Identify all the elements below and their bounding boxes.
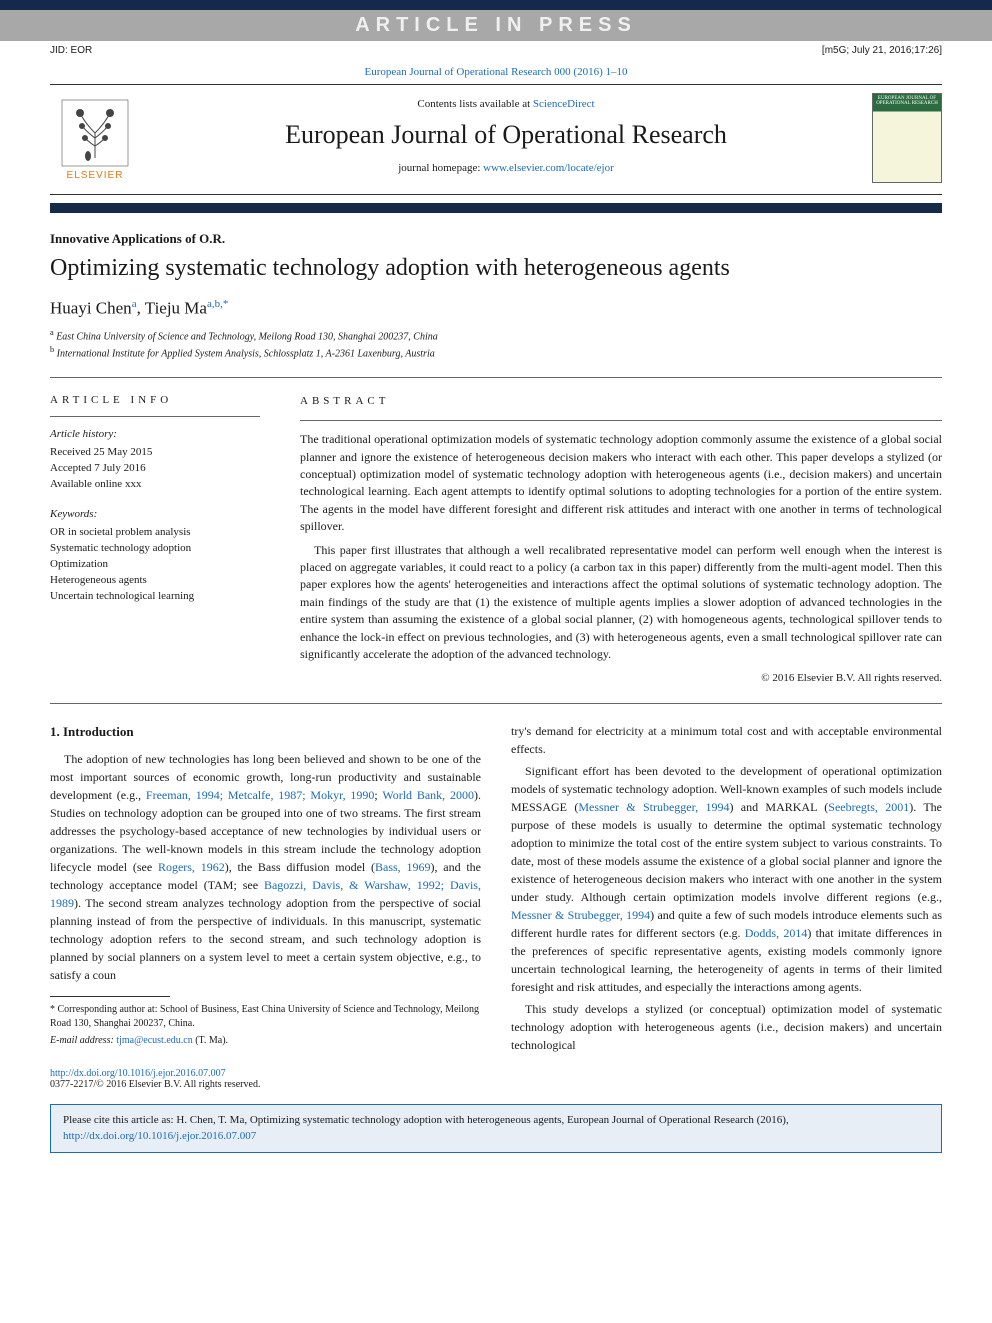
- author-2-sup[interactable]: a,b,*: [207, 298, 228, 310]
- homepage-prefix: journal homepage:: [398, 162, 483, 174]
- keywords-block: Keywords: OR in societal problem analysi…: [50, 507, 260, 605]
- email-suffix: (T. Ma).: [193, 1035, 228, 1046]
- doi-line2: 0377-2217/© 2016 Elsevier B.V. All right…: [50, 1079, 260, 1090]
- citation-box: Please cite this article as: H. Chen, T.…: [50, 1104, 942, 1153]
- paper-title: Optimizing systematic technology adoptio…: [50, 255, 942, 282]
- abstract-p2: This paper first illustrates that althou…: [300, 542, 942, 664]
- homepage-line: journal homepage: www.elsevier.com/locat…: [150, 162, 862, 174]
- t: ) and MARKAL (: [729, 800, 828, 814]
- divider-2: [50, 703, 942, 704]
- intro-p2: Significant effort has been devoted to t…: [511, 762, 942, 996]
- cite-messner-1[interactable]: Messner & Strubegger, 1994: [578, 800, 729, 814]
- article-body: Innovative Applications of O.R. Optimizi…: [0, 213, 992, 1058]
- article-info-column: ARTICLE INFO Article history: Received 2…: [50, 394, 260, 687]
- author-2: Tieju Ma: [145, 299, 207, 318]
- citebox-text: Please cite this article as: H. Chen, T.…: [63, 1114, 789, 1126]
- abstract-p1: The traditional operational optimization…: [300, 431, 942, 535]
- author-1: Huayi Chen: [50, 299, 132, 318]
- blue-band: [50, 203, 942, 213]
- elsevier-text: ELSEVIER: [55, 170, 135, 181]
- section-label: Innovative Applications of O.R.: [50, 231, 942, 247]
- affil-b: b International Institute for Applied Sy…: [50, 344, 942, 361]
- history-block: Article history: Received 25 May 2015 Ac…: [50, 427, 260, 493]
- info-head: ARTICLE INFO: [50, 394, 260, 406]
- meta-right: [m5G; July 21, 2016;17:26]: [822, 45, 942, 56]
- affiliations: a East China University of Science and T…: [50, 327, 942, 362]
- intro-p1-cont: try's demand for electricity at a minimu…: [511, 722, 942, 758]
- cite-bass[interactable]: Bass, 1969: [375, 860, 430, 874]
- email-line: E-mail address: tjma@ecust.edu.cn (T. Ma…: [50, 1034, 481, 1048]
- elsevier-tree-icon: [60, 98, 130, 168]
- intro-p1: The adoption of new technologies has lon…: [50, 750, 481, 984]
- email-link[interactable]: tjma@ecust.edu.cn: [116, 1035, 192, 1046]
- contents-prefix: Contents lists available at: [417, 98, 532, 110]
- corresponding-author: * Corresponding author at: School of Bus…: [50, 1003, 481, 1031]
- t: ), the Bass diffusion model (: [225, 860, 375, 874]
- cite-seebregts[interactable]: Seebregts, 2001: [828, 800, 909, 814]
- meta-row: JID: EOR [m5G; July 21, 2016;17:26]: [0, 41, 992, 60]
- email-label: E-mail address:: [50, 1035, 116, 1046]
- affil-b-text: International Institute for Applied Syst…: [57, 348, 435, 359]
- authors: Huayi Chena, Tieju Maa,b,*: [50, 298, 942, 319]
- cite-messner-2[interactable]: Messner & Strubegger, 1994: [511, 908, 650, 922]
- header-middle: Contents lists available at ScienceDirec…: [140, 93, 872, 186]
- contents-line: Contents lists available at ScienceDirec…: [150, 98, 862, 110]
- jid-label: JID: EOR: [50, 45, 92, 56]
- kw-3: Optimization: [50, 557, 260, 573]
- elsevier-logo[interactable]: ELSEVIER: [50, 93, 140, 186]
- abstract-divider: [300, 420, 942, 421]
- copyright: © 2016 Elsevier B.V. All rights reserved…: [300, 671, 942, 687]
- sciencedirect-link[interactable]: ScienceDirect: [533, 98, 595, 110]
- history-label: Article history:: [50, 427, 260, 443]
- doi-link[interactable]: http://dx.doi.org/10.1016/j.ejor.2016.07…: [50, 1068, 226, 1079]
- kw-2: Systematic technology adoption: [50, 541, 260, 557]
- online-date: Available online xxx: [50, 477, 260, 493]
- accepted-date: Accepted 7 July 2016: [50, 461, 260, 477]
- doi-block: http://dx.doi.org/10.1016/j.ejor.2016.07…: [0, 1058, 992, 1098]
- journal-title: European Journal of Operational Research: [150, 120, 862, 150]
- footnotes: * Corresponding author at: School of Bus…: [50, 1003, 481, 1048]
- info-abstract-row: ARTICLE INFO Article history: Received 2…: [50, 394, 942, 687]
- keywords-label: Keywords:: [50, 507, 260, 523]
- cite-freeman[interactable]: Freeman, 1994; Metcalfe, 1987; Mokyr, 19…: [146, 788, 375, 802]
- divider-1: [50, 377, 942, 378]
- top-band: [0, 0, 992, 10]
- cite-rogers[interactable]: Rogers, 1962: [158, 860, 225, 874]
- journal-ref-link[interactable]: European Journal of Operational Research…: [364, 66, 627, 78]
- abstract-head: ABSTRACT: [300, 394, 942, 410]
- kw-4: Heterogeneous agents: [50, 573, 260, 589]
- cite-worldbank[interactable]: World Bank, 2000: [382, 788, 474, 802]
- abstract-column: ABSTRACT The traditional operational opt…: [300, 394, 942, 687]
- footnote-separator: [50, 996, 170, 997]
- journal-reference: European Journal of Operational Research…: [0, 60, 992, 84]
- journal-cover-thumbnail[interactable]: EUROPEAN JOURNAL OF OPERATIONAL RESEARCH: [872, 93, 942, 183]
- affil-a: a East China University of Science and T…: [50, 327, 942, 344]
- t: ). The purpose of these models is usuall…: [511, 800, 942, 904]
- affil-a-text: East China University of Science and Tec…: [56, 331, 438, 342]
- kw-1: OR in societal problem analysis: [50, 525, 260, 541]
- body-text-columns: 1. Introduction The adoption of new tech…: [50, 722, 942, 1058]
- article-in-press-banner: ARTICLE IN PRESS: [0, 10, 992, 41]
- t: ). The second stream analyzes technology…: [50, 896, 481, 982]
- citebox-link[interactable]: http://dx.doi.org/10.1016/j.ejor.2016.07…: [63, 1130, 256, 1142]
- cover-thumb-label: EUROPEAN JOURNAL OF OPERATIONAL RESEARCH: [875, 96, 939, 106]
- author-1-sup[interactable]: a: [132, 298, 137, 310]
- homepage-link[interactable]: www.elsevier.com/locate/ejor: [483, 162, 614, 174]
- kw-5: Uncertain technological learning: [50, 589, 260, 605]
- intro-p3: This study develops a stylized (or conce…: [511, 1000, 942, 1054]
- journal-header-box: ELSEVIER Contents lists available at Sci…: [50, 84, 942, 195]
- info-divider: [50, 416, 260, 417]
- cite-dodds[interactable]: Dodds, 2014: [745, 926, 808, 940]
- intro-heading: 1. Introduction: [50, 722, 481, 742]
- received-date: Received 25 May 2015: [50, 445, 260, 461]
